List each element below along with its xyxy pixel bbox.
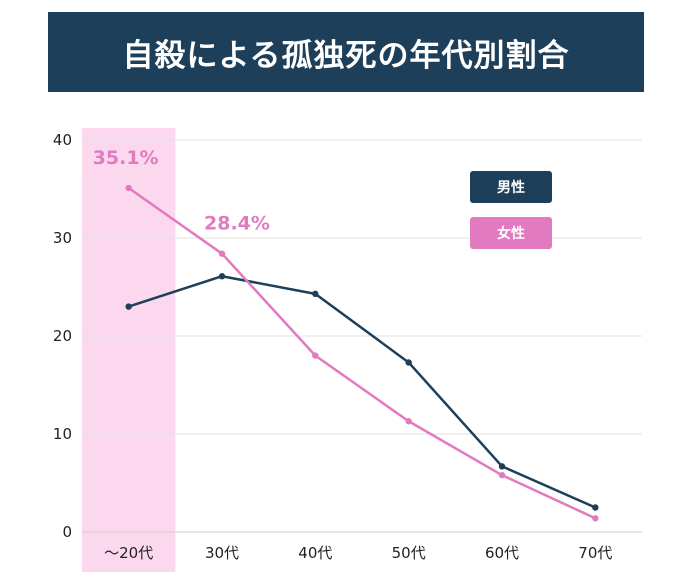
data-point xyxy=(218,250,226,257)
y-tick-label: 20 xyxy=(53,327,72,345)
x-tick-label: 70代 xyxy=(578,544,612,562)
legend-label: 男性 xyxy=(497,179,525,196)
x-tick-label: 40代 xyxy=(298,544,332,562)
value-callout: 28.4% xyxy=(204,213,270,235)
x-tick-label: 60代 xyxy=(485,544,519,562)
y-tick-label: 40 xyxy=(53,131,72,149)
y-tick-label: 30 xyxy=(53,229,72,247)
value-callout: 35.1% xyxy=(93,147,159,169)
data-point xyxy=(498,471,506,479)
chart-title: 自殺による孤独死の年代別割合 xyxy=(122,37,570,74)
x-tick-label: ～20代 xyxy=(104,544,153,562)
data-point xyxy=(125,303,132,310)
y-tick-label: 10 xyxy=(53,425,72,443)
legend-swatch xyxy=(470,171,552,203)
data-point xyxy=(312,290,319,298)
y-tick-label: 0 xyxy=(62,523,72,541)
data-point xyxy=(312,352,319,359)
x-tick-label: 50代 xyxy=(392,544,426,562)
data-point xyxy=(592,515,599,522)
legend-label: 女性 xyxy=(497,225,525,242)
series-line-male xyxy=(128,274,596,509)
data-point xyxy=(498,463,506,470)
legend-swatch xyxy=(470,217,552,249)
data-point xyxy=(405,359,412,366)
data-point xyxy=(125,184,132,192)
x-tick-label: 30代 xyxy=(205,544,239,562)
data-point xyxy=(218,273,226,280)
data-point xyxy=(592,504,599,511)
title-banner: 自殺による孤独死の年代別割合 xyxy=(48,12,644,92)
series-line-female xyxy=(127,186,596,520)
data-point xyxy=(405,418,412,425)
highlight-band xyxy=(82,128,176,572)
